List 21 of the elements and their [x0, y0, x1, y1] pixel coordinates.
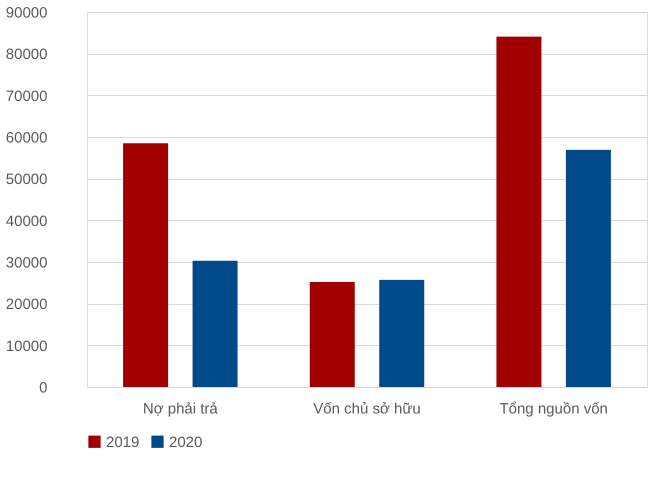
bar [123, 143, 168, 387]
y-tick-label: 50000 [6, 171, 48, 188]
bar [310, 282, 355, 387]
y-tick-label: 20000 [6, 296, 48, 314]
y-tick-label: 10000 [6, 338, 48, 355]
x-tick-label: Nợ phải trả [142, 400, 218, 418]
legend-label: 2019 [106, 434, 140, 451]
y-tick-label: 0 [39, 380, 48, 396]
x-tick-label: Tổng nguồn vốn [499, 400, 608, 418]
legend-label: 2020 [169, 434, 202, 451]
y-tick-label: 90000 [6, 4, 48, 22]
bar [496, 36, 542, 387]
bar [566, 150, 611, 387]
x-tick-label: Vốn chủ sở hữu [313, 400, 421, 418]
y-tick-label: 80000 [6, 46, 48, 64]
y-tick-label: 30000 [6, 254, 48, 272]
bar [192, 260, 238, 387]
y-tick-label: 70000 [6, 88, 48, 105]
y-tick-label: 40000 [6, 212, 48, 230]
bar [379, 280, 424, 387]
y-tick-label: 60000 [6, 130, 48, 146]
